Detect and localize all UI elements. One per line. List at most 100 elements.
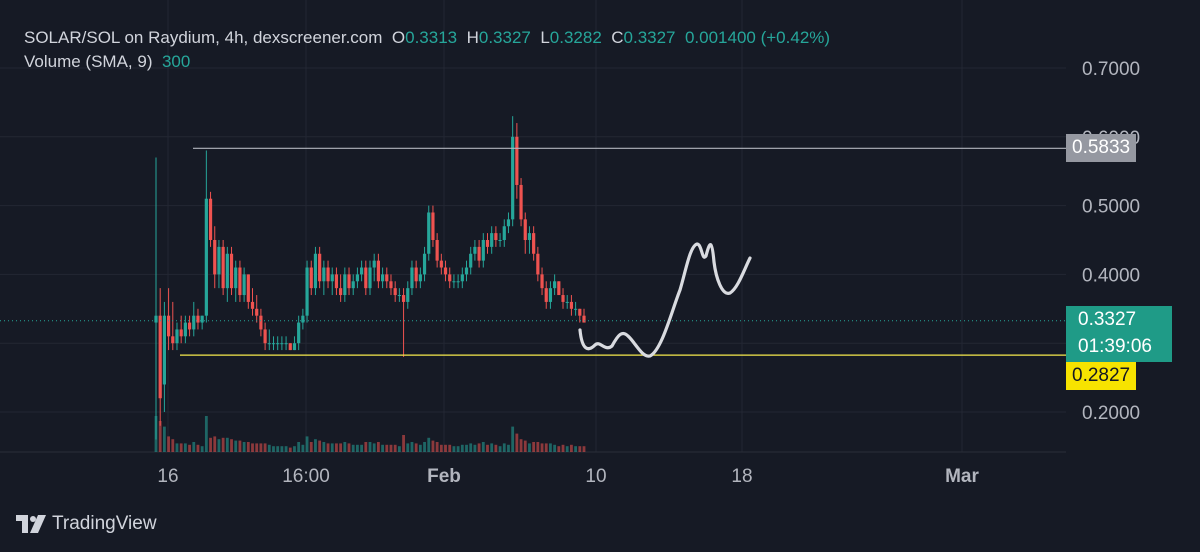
candle-body	[561, 295, 565, 302]
volume-bar	[372, 443, 376, 452]
volume-bar	[570, 444, 573, 452]
volume-bar	[565, 446, 569, 452]
candle-body	[582, 315, 586, 323]
volume-bar	[448, 444, 452, 452]
volume-bar	[452, 446, 456, 452]
candle-body	[255, 308, 259, 316]
candle-body	[385, 274, 389, 282]
candle-body	[435, 240, 439, 261]
candle-body	[481, 240, 485, 261]
volume-bar	[225, 437, 229, 452]
candle-body	[418, 274, 422, 282]
volume-bar	[217, 439, 221, 452]
volume-bar	[536, 442, 540, 452]
candle-body	[326, 267, 330, 282]
volume-bar	[423, 442, 426, 452]
volume-bar	[389, 444, 393, 452]
candle-body	[460, 274, 464, 282]
candle-body	[284, 343, 288, 345]
low-label: L	[540, 28, 550, 47]
volume-bar	[381, 444, 384, 452]
candle-body	[414, 267, 418, 282]
volume-bar	[192, 442, 196, 452]
time-axis-tick-label: 16	[157, 466, 178, 487]
close-label: C	[611, 28, 624, 47]
candle-body	[519, 184, 523, 220]
volume-bar	[284, 446, 288, 452]
candle-body	[229, 253, 234, 289]
candle-body	[242, 274, 246, 296]
candle-body	[343, 274, 347, 296]
brand-logo[interactable]: TradingView	[16, 513, 157, 535]
volume-bar	[498, 446, 502, 452]
volume-bar	[444, 444, 447, 452]
volume-bar	[183, 443, 187, 452]
candle-body	[431, 212, 435, 240]
candle-body	[187, 322, 192, 330]
volume-bar	[486, 444, 489, 452]
tradingview-logo-icon	[16, 515, 46, 533]
volume-bar	[578, 446, 582, 452]
candle-body	[506, 219, 511, 227]
volume-bar	[477, 443, 481, 452]
volume-bar	[255, 443, 259, 452]
candle-body	[410, 267, 414, 289]
candle-body	[334, 274, 339, 289]
volume-bar	[318, 440, 322, 452]
candle-body	[536, 253, 540, 275]
volume-bar	[158, 421, 162, 452]
candle-body	[544, 288, 548, 302]
volume-bar	[251, 443, 254, 452]
candle-body	[271, 343, 276, 345]
candle-body	[183, 322, 187, 337]
candle-body	[515, 136, 519, 185]
volume-bar	[242, 442, 246, 452]
volume-bar	[582, 446, 586, 452]
price-axis-tick-label: 0.5000	[1082, 197, 1140, 218]
volume-bar	[360, 444, 364, 452]
volume-bar	[544, 443, 548, 452]
volume-bar	[376, 442, 380, 452]
candle-body	[276, 343, 280, 345]
high-label: H	[466, 28, 479, 47]
volume-bar	[540, 443, 544, 452]
candle-body	[565, 301, 569, 303]
candle-body	[259, 315, 263, 330]
candle-body	[376, 260, 380, 282]
candle-body	[171, 336, 175, 344]
volume-legend: Volume (SMA, 9) 300	[24, 52, 190, 72]
candle-body	[527, 233, 532, 240]
candle-body	[523, 219, 527, 240]
candle-body	[502, 226, 506, 240]
candle-body	[192, 315, 196, 330]
candle-body	[200, 315, 204, 323]
candle-body	[213, 240, 217, 275]
volume-bar	[356, 444, 359, 452]
volume-bar	[481, 442, 485, 452]
candle-body	[532, 233, 536, 254]
volume-bar	[414, 443, 418, 452]
candle-body	[448, 274, 452, 282]
volume-bar	[335, 443, 338, 452]
candle-body	[280, 343, 284, 345]
candles	[154, 116, 586, 440]
candle-body	[422, 253, 427, 275]
volume-bar	[175, 443, 179, 452]
candle-body	[473, 246, 477, 254]
candle-body	[305, 267, 309, 316]
volume-bar	[309, 442, 313, 452]
volume-bar	[171, 439, 175, 452]
candle-body	[389, 281, 393, 289]
candle-body	[372, 260, 376, 268]
volume-bar	[431, 440, 435, 452]
candle-body	[485, 240, 490, 247]
candle-body	[553, 281, 557, 289]
volume-bar	[549, 443, 552, 452]
volume-bar	[519, 439, 523, 452]
candle-body	[217, 246, 221, 275]
volume-bar	[276, 446, 280, 452]
candle-body	[494, 233, 498, 240]
time-axis-tick-label: 10	[585, 466, 606, 487]
low-value: 0.3282	[549, 28, 602, 47]
